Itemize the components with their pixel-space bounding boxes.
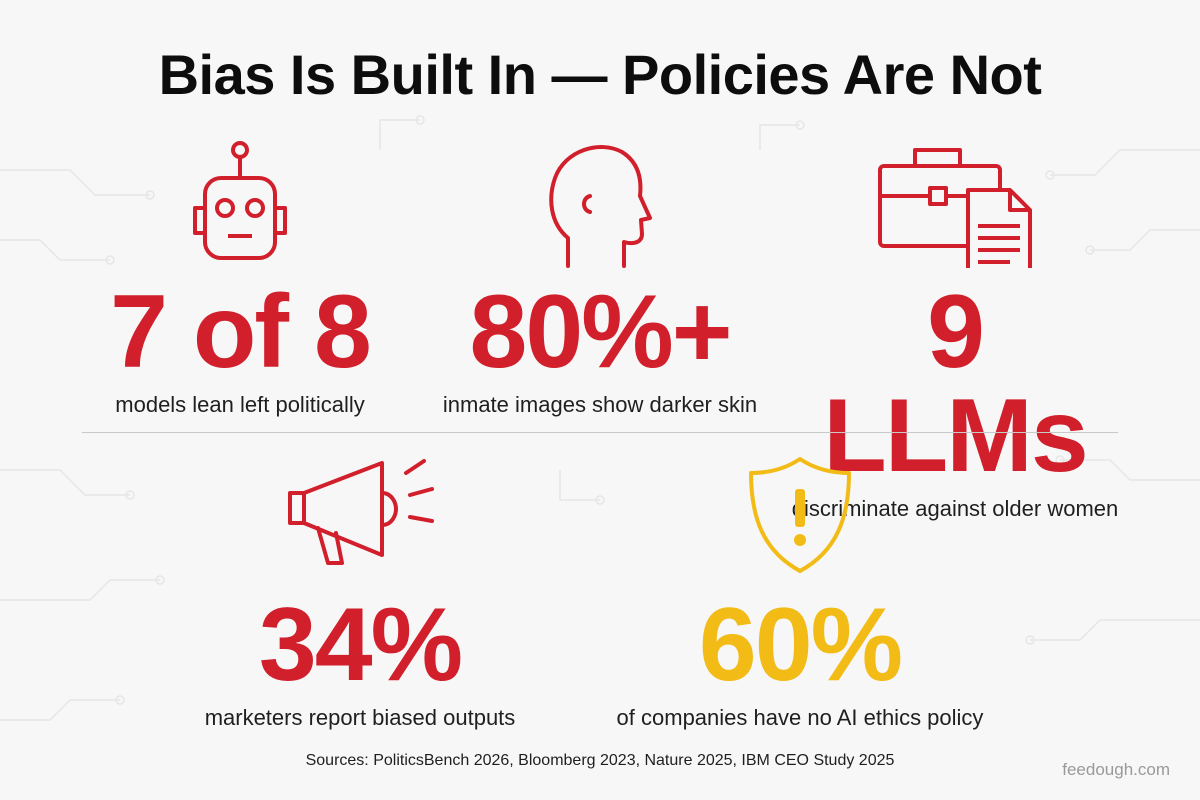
stat-caption: inmate images show darker skin	[442, 392, 758, 417]
sources-footnote: Sources: PoliticsBench 2026, Bloomberg 2…	[305, 752, 895, 769]
stat-card-skin: 80%+ inmate images show darker skin	[420, 138, 780, 418]
stat-caption: of companies have no AI ethics policy	[616, 705, 984, 730]
stat-card-marketers: 34% marketers report biased outputs	[190, 455, 530, 731]
head-profile-icon	[549, 145, 652, 268]
stat-card-age-gender: 9 LLMs discriminate against older women	[790, 138, 1120, 522]
stat-card-politics: 7 of 8 models lean left politically	[80, 138, 400, 418]
section-divider	[82, 432, 1118, 433]
megaphone-icon	[288, 459, 434, 565]
stat-value: 34%	[258, 587, 463, 703]
warning-shield-icon	[749, 457, 851, 573]
stat-card-ethics-policy: 60% of companies have no AI ethics polic…	[610, 455, 990, 731]
stat-caption: marketers report biased outputs	[204, 705, 516, 730]
robot-icon	[193, 141, 287, 260]
brand-watermark: feedough.com	[1062, 760, 1170, 779]
stat-value: 7 of 8	[110, 274, 372, 390]
stat-value: 60%	[698, 587, 903, 703]
stat-value: 80%+	[469, 274, 733, 390]
stat-value: 9 LLMs	[823, 274, 1089, 494]
briefcase-document-icon	[878, 148, 1032, 268]
page-title: Bias Is Built In — Policies Are Not	[158, 43, 1042, 106]
stat-caption: models lean left politically	[115, 392, 365, 417]
